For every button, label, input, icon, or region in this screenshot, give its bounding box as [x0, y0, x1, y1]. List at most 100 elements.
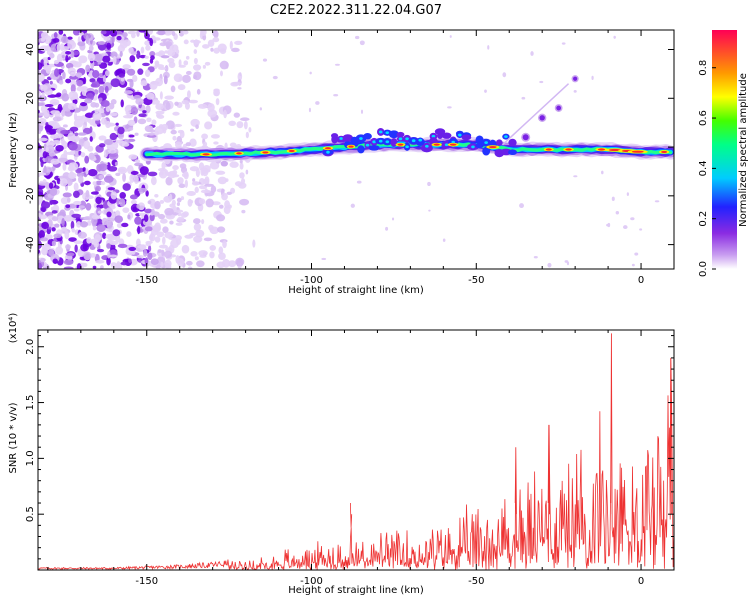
- heatmap-noise-cell: [137, 225, 141, 235]
- heatmap-faint-cell: [561, 42, 566, 45]
- heatmap-noise-cell: [50, 158, 60, 165]
- heatmap-noise-cell: [65, 244, 71, 250]
- heatmap-noise-cell: [222, 240, 227, 249]
- heatmap-noise-cell: [138, 212, 145, 216]
- spectrogram-y-label: Frequency (Hz): [8, 112, 19, 188]
- heatmap-noise-cell: [212, 37, 220, 43]
- heatmap-noise-cell: [175, 209, 184, 213]
- heatmap-noise-cell: [99, 62, 108, 69]
- heatmap-faint-cell: [356, 180, 362, 184]
- heatmap-noise-cell: [157, 30, 166, 36]
- heatmap-noise-cell: [62, 162, 67, 171]
- spectrogram-x-label: Height of straight line (km): [288, 285, 424, 296]
- snr-x-axis: -150 -100 -50 0: [47, 330, 675, 587]
- heatmap-noise-cell: [100, 117, 107, 125]
- heatmap-noise-cell: [146, 92, 155, 100]
- heatmap-noise-cell: [157, 249, 162, 254]
- heatmap-noise-cell: [147, 171, 158, 177]
- heatmap-noise-cell: [65, 204, 71, 209]
- heatmap-noise-cell: [63, 266, 74, 269]
- heatmap-noise-cell: [92, 111, 102, 121]
- heatmap-noise-cell: [231, 47, 240, 53]
- heatmap-noise-cell: [188, 99, 199, 104]
- heatmap-noise-cell: [117, 126, 125, 135]
- heatmap-noise-cell: [133, 175, 139, 185]
- heatmap-noise-cell: [189, 232, 197, 237]
- heatmap-noise-cell: [160, 218, 168, 224]
- heatmap-noise-cell: [142, 110, 147, 114]
- heatmap-faint-cell: [385, 226, 389, 231]
- colorbar-tick-label: 0.4: [698, 160, 709, 176]
- heatmap-noise-cell: [115, 210, 121, 217]
- x-tick-label: -150: [135, 576, 158, 587]
- heatmap-noise-cell: [54, 68, 60, 77]
- heatmap-noise-cell: [114, 161, 118, 166]
- heatmap-faint-cell: [442, 238, 446, 242]
- heatmap-faint-cell: [309, 71, 312, 75]
- heatmap-noise-cell: [161, 249, 165, 257]
- heatmap-noise-cell: [109, 112, 118, 117]
- heatmap-noise-cell: [70, 84, 76, 94]
- heatmap-band-blob: [363, 133, 372, 140]
- heatmap-noise-cell: [73, 118, 84, 128]
- heatmap-noise-cell: [66, 252, 75, 257]
- heatmap-noise-cell: [118, 168, 126, 173]
- heatmap-noise-cell: [58, 80, 64, 85]
- heatmap-noise-cell: [239, 117, 250, 122]
- heatmap-faint-cell: [519, 203, 524, 209]
- heatmap-noise-cell: [42, 151, 48, 159]
- heatmap-band-blob: [331, 133, 339, 139]
- heatmap-noise-cell: [46, 144, 55, 154]
- heatmap-faint-cell: [359, 40, 365, 46]
- heatmap-noise-cell: [215, 98, 220, 106]
- heatmap-noise-cell: [38, 199, 43, 204]
- heatmap-noise-cell: [239, 162, 244, 170]
- heatmap-noise-cell: [219, 70, 223, 77]
- heatmap-noise-cell: [63, 259, 74, 266]
- heatmap-band-core: [484, 141, 488, 145]
- heatmap-noise-cell: [71, 227, 75, 233]
- heatmap-noise-cell: [156, 231, 165, 238]
- heatmap-noise-cell: [115, 172, 121, 177]
- heatmap-noise-cell: [84, 98, 93, 104]
- heatmap-noise-cell: [43, 109, 50, 118]
- heatmap-noise-cell: [193, 57, 198, 65]
- heatmap-noise-cell: [198, 250, 208, 257]
- heatmap-noise-cell: [58, 157, 68, 162]
- heatmap-noise-cell: [44, 104, 54, 108]
- heatmap-noise-cell: [60, 35, 69, 44]
- heatmap-noise-cell: [112, 55, 117, 65]
- heatmap-noise-cell: [98, 135, 107, 141]
- heatmap-peak-cell: [449, 143, 457, 146]
- heatmap-noise-cell: [178, 59, 182, 67]
- heatmap-noise-cell: [112, 229, 121, 237]
- heatmap-noise-cell: [60, 138, 65, 145]
- heatmap-noise-cell: [142, 62, 150, 67]
- heatmap-noise-cell: [48, 249, 55, 256]
- heatmap-noise-cell: [175, 222, 183, 226]
- heatmap-noise-cell: [125, 111, 130, 115]
- heatmap-noise-cell: [156, 114, 165, 119]
- heatmap-noise-cell: [71, 213, 82, 218]
- heatmap-noise-cell: [110, 191, 118, 200]
- heatmap-noise-cell: [89, 136, 93, 142]
- heatmap-noise-cell: [40, 201, 51, 209]
- heatmap-faint-cell: [449, 35, 452, 38]
- colorbar: 0.0 0.2 0.4 0.6 0.8 Normalized spectral ampl…: [698, 30, 749, 277]
- heatmap-noise-cell: [174, 123, 183, 127]
- heatmap-faint-cell: [262, 58, 268, 62]
- heatmap-noise-cell: [120, 99, 124, 108]
- heatmap-noise-cell: [164, 247, 173, 252]
- heatmap-noise-cell: [127, 119, 136, 126]
- heatmap-faint-cell: [427, 181, 431, 187]
- heatmap-noise-cell: [139, 166, 149, 175]
- heatmap-band-blob: [388, 130, 400, 139]
- heatmap-noise-cell: [159, 199, 165, 204]
- heatmap-noise-cell: [127, 214, 131, 220]
- heatmap-noise-cell: [122, 183, 131, 191]
- heatmap-noise-cell: [102, 55, 111, 63]
- heatmap-noise-cell: [155, 77, 164, 87]
- heatmap-noise-cell: [88, 152, 95, 160]
- heatmap-faint-cell: [315, 101, 320, 105]
- heatmap-noise-cell: [83, 77, 87, 85]
